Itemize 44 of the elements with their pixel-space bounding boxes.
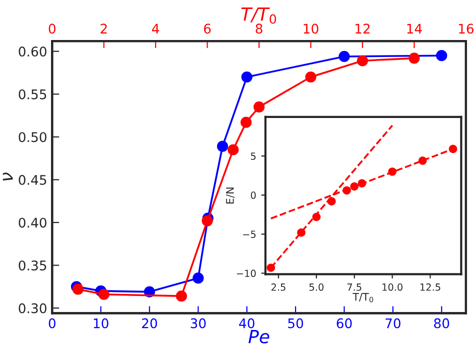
y-tick-label: 0.50	[18, 132, 46, 142]
y-tick-label: 0.45	[18, 174, 46, 185]
x-axis-title: Pe	[248, 330, 270, 344]
y-tick-label: −10	[236, 270, 256, 278]
x2-tick-label: 16	[458, 24, 474, 34]
y-axis-title: ν	[2, 172, 13, 181]
x-tick-label: 70	[386, 318, 400, 328]
x-tick-label: 60	[336, 318, 352, 328]
y-tick-label: 0	[250, 192, 256, 199]
y-tick-label: 5	[250, 152, 256, 160]
x2-tick-label: 0	[48, 24, 56, 34]
x-tick-label: 10	[94, 318, 108, 328]
x-axis-title: T/T$_{0}$	[352, 292, 374, 302]
point	[241, 71, 252, 83]
x-tick-label: 0	[48, 318, 56, 328]
y-tick-label: −5	[243, 230, 256, 238]
x2-tick-label: 14	[407, 24, 422, 34]
x-tick-label: 40	[239, 318, 254, 328]
x2-axis-title: T/T$_{0}$	[241, 7, 276, 24]
point	[436, 50, 448, 62]
y-tick-label: 0.55	[18, 89, 46, 100]
x2-tick-label: 6	[204, 24, 211, 34]
x-tick-label: 12.5	[420, 283, 440, 291]
x-tick-label: 30	[190, 318, 206, 328]
point	[192, 272, 204, 284]
y-tick-label: 0.35	[18, 260, 46, 270]
x-tick-label: 2.5	[271, 283, 286, 291]
x-tick-label: 5.0	[309, 283, 324, 291]
y-tick-label: 0.30	[18, 303, 46, 314]
x2-tick-label: 8	[256, 24, 262, 34]
x-tick-label: 80	[434, 318, 450, 328]
x2-tick-label: 12	[356, 24, 370, 34]
x2-tick-label: 10	[304, 24, 318, 34]
x2-tick-label: 4	[152, 24, 160, 34]
x-tick-label: 50	[288, 318, 304, 328]
y-tick-label: 0.60	[18, 46, 46, 57]
point	[216, 140, 228, 152]
y-tick-label: 0.40	[18, 218, 46, 228]
x-tick-label: 20	[142, 318, 158, 328]
y-axis-title: E/N	[226, 188, 235, 204]
x2-tick-label: 2	[100, 24, 107, 34]
x-tick-label: 7.5	[347, 284, 362, 291]
x-tick-label: 10.0	[382, 283, 402, 291]
point	[338, 50, 350, 62]
